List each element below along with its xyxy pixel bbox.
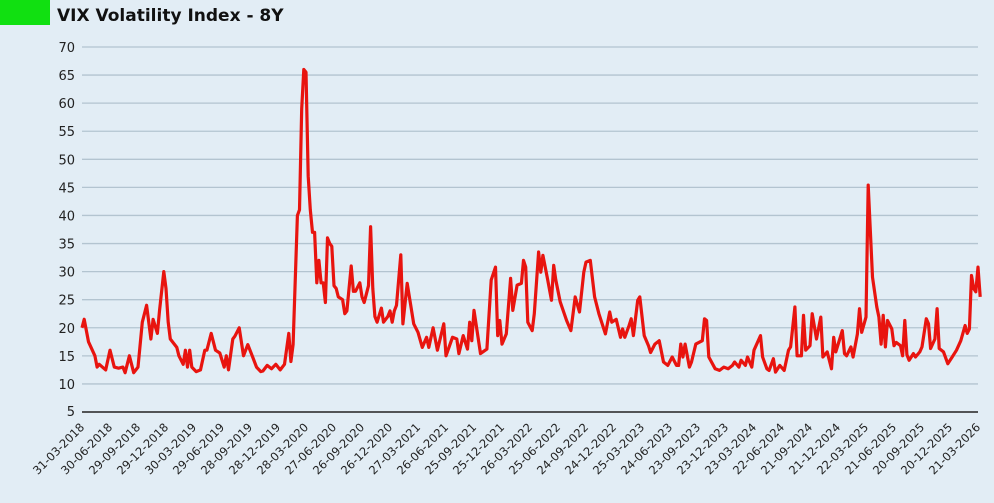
- y-tick-label: 65: [58, 69, 75, 84]
- y-tick-label: 15: [58, 350, 75, 365]
- y-tick-label: 60: [58, 97, 75, 112]
- y-tick-label: 30: [58, 266, 75, 281]
- y-tick-label: 20: [58, 322, 75, 337]
- chart-title: VIX Volatility Index - 8Y: [57, 6, 284, 26]
- y-tick-label: 70: [58, 41, 75, 56]
- y-tick-label: 40: [58, 209, 75, 224]
- y-tick-label: 5: [67, 405, 75, 420]
- brand-badge: [0, 0, 50, 25]
- y-tick-label: 50: [58, 153, 75, 168]
- y-tick-label: 10: [58, 378, 75, 393]
- y-tick-label: 35: [58, 238, 75, 253]
- y-tick-label: 25: [58, 294, 75, 309]
- y-tick-label: 45: [58, 181, 75, 196]
- y-tick-label: 55: [58, 125, 75, 140]
